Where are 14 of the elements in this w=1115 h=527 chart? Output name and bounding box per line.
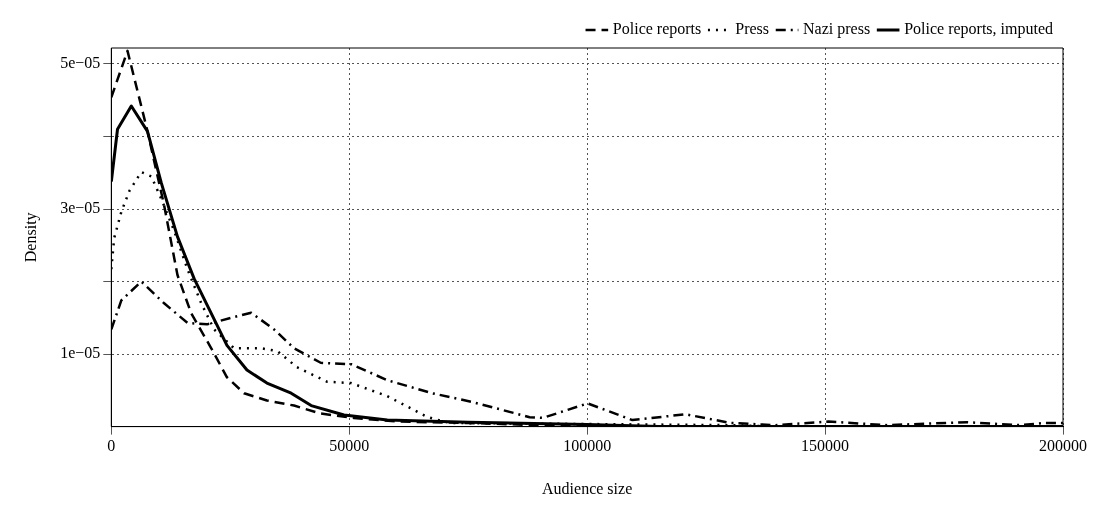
legend-label: Press (735, 20, 770, 38)
x-tick-label: 200000 (1039, 437, 1087, 455)
legend-label: Nazi press (803, 20, 871, 39)
y-tick-label: 5e−05 (60, 54, 101, 72)
y-tick-label: 1e−05 (60, 344, 101, 362)
x-tick-label: 100000 (563, 437, 612, 455)
y-axis-title: Density (21, 212, 40, 263)
legend-label: Police reports (612, 20, 702, 39)
x-tick-label: 50000 (329, 437, 370, 455)
x-tick-label: 150000 (801, 437, 850, 455)
x-axis-title: Audience size (542, 479, 633, 497)
x-tick-label: 0 (107, 437, 116, 455)
legend-label: Police reports, imputed (904, 20, 1053, 39)
y-tick-label: 3e−05 (60, 199, 101, 217)
